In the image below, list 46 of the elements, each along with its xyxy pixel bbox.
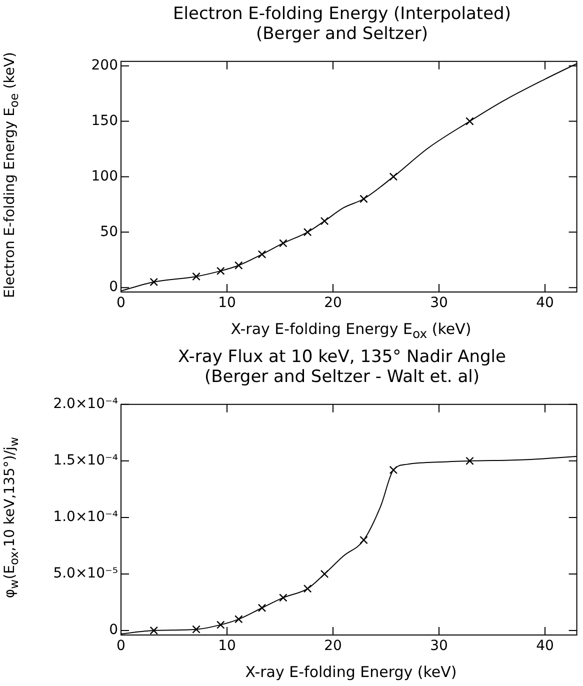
chart-subtitle: (Berger and Seltzer) (254, 24, 430, 44)
point (234, 261, 243, 270)
point (320, 216, 329, 226)
point (389, 466, 398, 474)
point (192, 625, 200, 634)
x-tick-label: 40 (536, 295, 554, 312)
x-tick-label: 10 (218, 295, 236, 312)
x-axis-title: X-ray E-folding Energy E$_{ox}$ (keV) (230, 320, 472, 341)
y-tick-label: 5.0×10⁻⁵ (53, 566, 118, 582)
point (192, 272, 200, 281)
x-tick-label: 30 (430, 638, 448, 654)
y-tick-label: 0 (109, 622, 118, 638)
y-tick-label: 50 (100, 224, 118, 240)
point (466, 456, 474, 466)
point (150, 626, 158, 635)
point (389, 172, 398, 181)
x-tick-label: 30 (430, 295, 448, 312)
y-tick-label: 0 (109, 279, 118, 296)
chart-title: Electron E-folding Energy (Interpolated) (172, 4, 512, 24)
chart-title: X-ray Flux at 10 keV, 135° Nadir Angle (177, 347, 507, 367)
y-tick-label: 100 (91, 168, 118, 184)
point (279, 594, 288, 602)
point (258, 604, 266, 612)
point (360, 536, 368, 544)
point (150, 278, 158, 286)
point (279, 239, 288, 248)
y-tick-label: 1.0×10⁻⁴ (53, 509, 118, 526)
point (258, 250, 266, 258)
point (216, 620, 225, 629)
point (234, 615, 243, 624)
y-tick-label: 200 (91, 57, 118, 74)
point (303, 228, 312, 236)
point (360, 194, 368, 204)
y-tick-label: 150 (91, 112, 118, 129)
y-tick-label: 2.0×10⁻⁴ (53, 396, 118, 412)
x-tick-label: 20 (324, 295, 342, 312)
x-axis-title: X-ray E-folding Energy (keV) (244, 663, 458, 681)
chart-subtitle: (Berger and Seltzer - Walt et. al) (203, 367, 481, 387)
x-tick-label: 40 (536, 638, 554, 654)
x-tick-label: 10 (218, 638, 236, 654)
y-tick-label: 1.5×10⁻⁴ (53, 452, 118, 469)
point (216, 266, 225, 276)
point (303, 584, 312, 593)
point (466, 117, 474, 126)
x-tick-label: 20 (324, 638, 342, 654)
point (320, 570, 329, 578)
